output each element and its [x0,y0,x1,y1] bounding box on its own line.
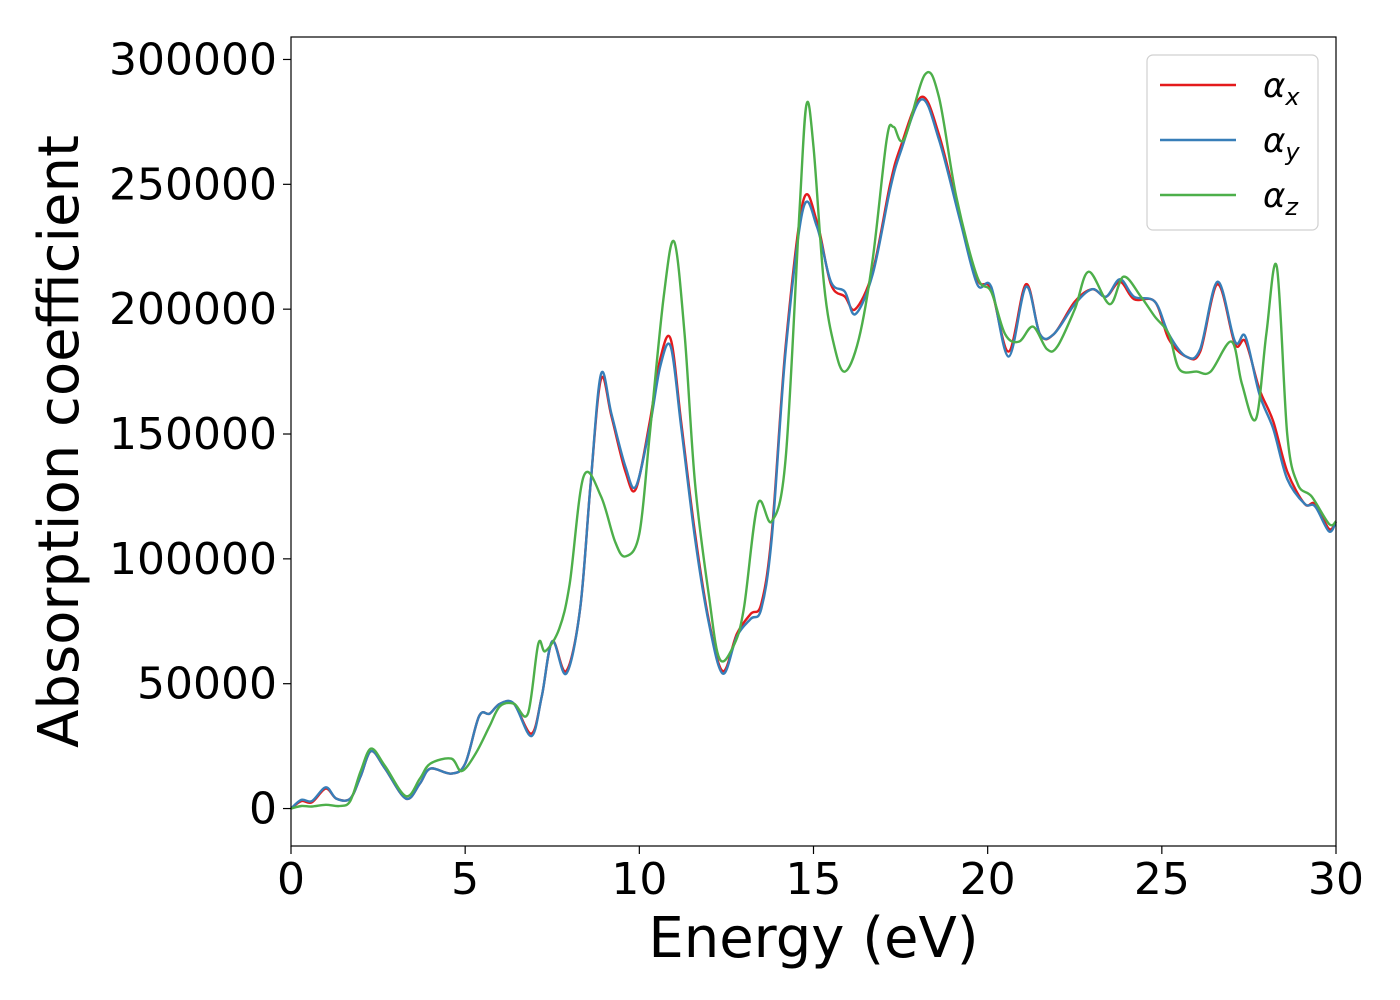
x-tick-label: 15 [786,854,842,905]
y-tick-label: 100000 [109,534,277,585]
y-tick-label: 50000 [137,659,277,710]
y-tick-label: 0 [249,784,277,835]
legend: αx αy αz [1146,54,1319,231]
y-tick-label: 300000 [109,34,277,85]
x-axis-title: Energy (eV) [648,906,978,971]
y-tick-label: 150000 [109,409,277,460]
y-tick-label: 250000 [109,159,277,210]
x-tick-label: 0 [277,854,305,905]
y-axis: 0 50000 100000 150000 200000 250000 300000 [109,34,291,835]
x-tick-label: 5 [451,854,479,905]
legend-label-x: αx [1263,66,1300,111]
x-tick-label: 30 [1308,854,1364,905]
series-line-alpha-z [290,70,1337,810]
plot-area [290,70,1338,810]
x-tick-label: 25 [1134,854,1190,905]
legend-label-y: αy [1263,121,1300,166]
legend-label-z: αz [1263,176,1299,221]
x-tick-label: 20 [960,854,1016,905]
series-line-alpha-y [290,98,1338,810]
x-tick-label: 10 [611,854,667,905]
y-tick-label: 200000 [109,284,277,335]
x-axis: 0 5 10 15 20 25 30 [277,846,1364,905]
legend-box [1146,54,1319,231]
y-axis-title: Absorption coefficient [27,135,92,748]
